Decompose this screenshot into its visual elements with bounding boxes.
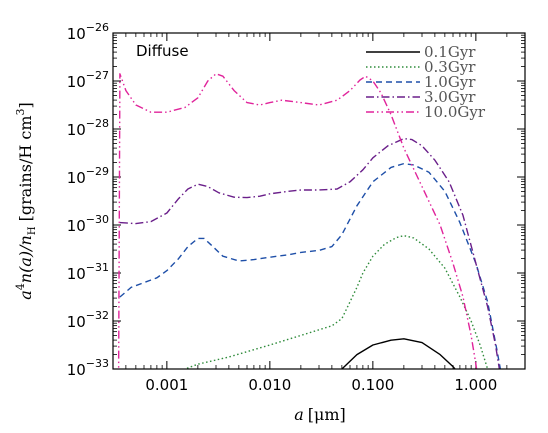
y-tick-label: 10−31	[67, 261, 109, 283]
series-line-10-0Gyr	[117, 73, 478, 369]
y-minor-ticks	[113, 34, 525, 355]
series-line-0-3Gyr	[183, 234, 489, 369]
y-axis-unit-power: 3	[14, 108, 27, 115]
legend-label: 0.1Gyr	[424, 43, 476, 61]
y-tick-label: 10−26	[67, 21, 109, 43]
y-axis-mid: n(a)/n	[16, 235, 35, 283]
legend-label: 1.0Gyr	[424, 73, 476, 91]
y-tick-label: 10−33	[67, 357, 109, 379]
y-axis-power: 4	[14, 283, 27, 290]
x-tick-labels: 0.001 0.010 0.100 1.000	[145, 376, 497, 394]
y-axis-unit-end: ]	[16, 102, 35, 108]
x-axis-unit: [μm]	[308, 405, 346, 424]
y-tick-label: 10−28	[67, 117, 109, 139]
x-tick-label: 1.000	[454, 376, 497, 394]
series-lines	[117, 73, 502, 369]
series-line-3-0Gyr	[119, 137, 501, 369]
legend-label: 0.3Gyr	[424, 58, 476, 76]
x-tick-label: 0.001	[145, 376, 188, 394]
y-tick-label: 10−32	[67, 309, 109, 331]
legend-label: 3.0Gyr	[424, 88, 476, 106]
x-axis-label: a [μm]	[294, 405, 346, 424]
plot-frame	[112, 32, 526, 370]
x-axis-var: a	[294, 405, 304, 424]
y-axis-label: a4n(a)/nH [grains/H cm3]	[14, 102, 38, 300]
y-axis-unit: [grains/H cm	[16, 115, 35, 226]
y-tick-label: 10−29	[67, 165, 109, 187]
x-minor-ticks	[112, 33, 526, 369]
series-line-0-1Gyr	[340, 338, 456, 369]
y-axis-sub: H	[27, 226, 38, 235]
legend-label: 10.0Gyr	[424, 103, 486, 121]
y-tick-label: 10−27	[67, 69, 109, 91]
x-tick-label: 0.100	[351, 376, 394, 394]
y-axis-var: a	[16, 290, 35, 300]
series-line-1-0Gyr	[119, 162, 502, 369]
y-tick-labels: 10−33 10−32 10−31 10−30 10−29 10−28 10−27 10−26	[67, 21, 109, 379]
panel-annotation: Diffuse	[136, 42, 189, 60]
x-tick-label: 0.010	[248, 376, 291, 394]
y-tick-label: 10−30	[67, 213, 109, 235]
